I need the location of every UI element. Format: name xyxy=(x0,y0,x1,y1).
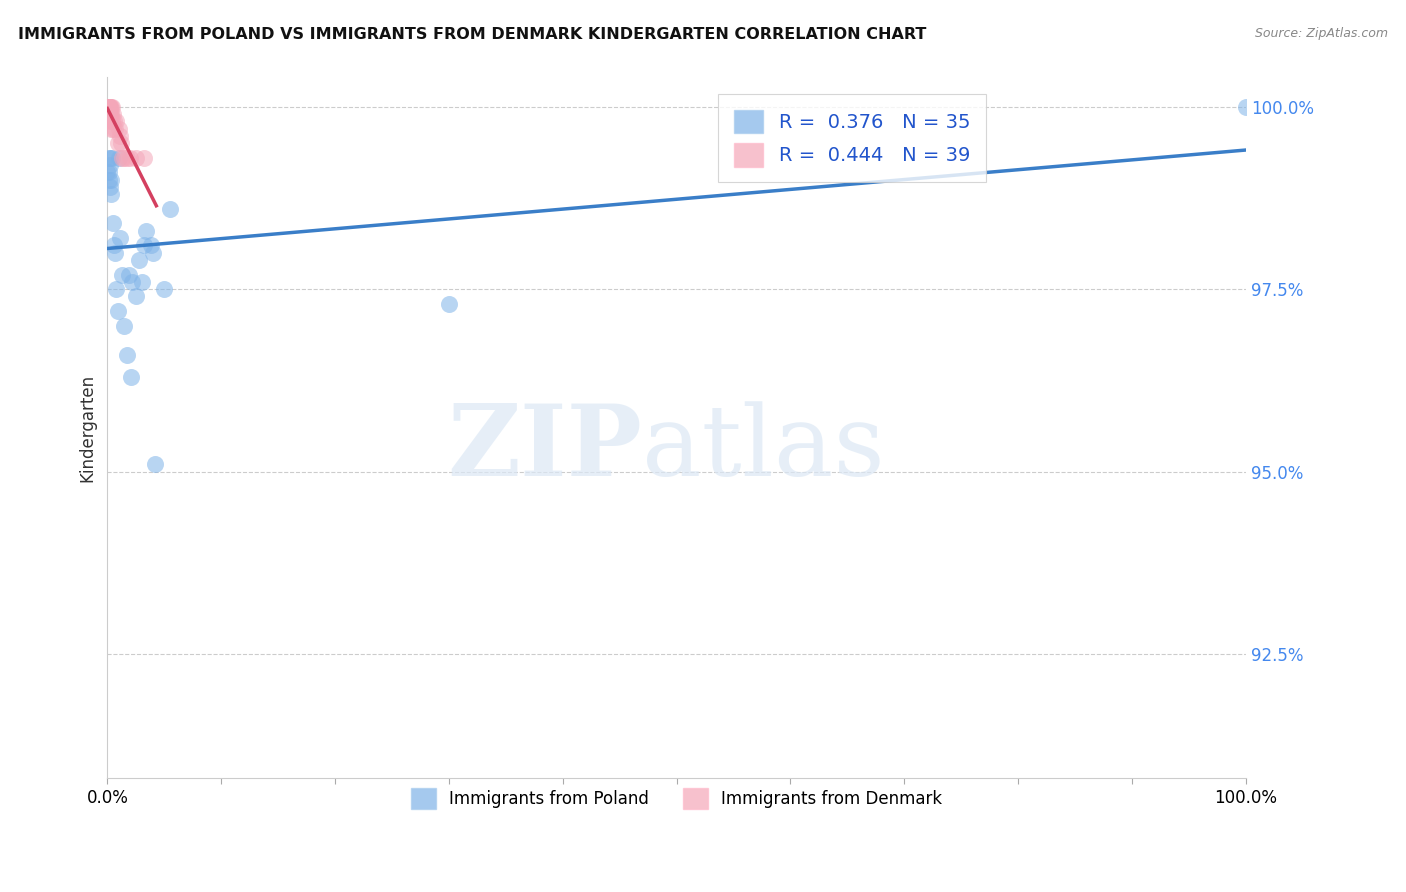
Text: ZIP: ZIP xyxy=(447,401,643,498)
Point xyxy=(105,282,128,296)
Point xyxy=(128,252,150,267)
Point xyxy=(97,100,120,114)
Point xyxy=(98,172,121,186)
Point xyxy=(96,100,118,114)
Point xyxy=(103,114,125,128)
Point xyxy=(120,369,142,384)
Point xyxy=(100,187,122,202)
Point xyxy=(97,151,120,165)
Point xyxy=(125,151,148,165)
Point xyxy=(120,151,142,165)
Point xyxy=(159,202,181,216)
Point xyxy=(101,151,124,165)
Point xyxy=(111,268,134,282)
Point xyxy=(96,100,118,114)
Point xyxy=(96,100,118,114)
Point xyxy=(107,121,129,136)
Point xyxy=(100,100,122,114)
Point xyxy=(98,100,121,114)
Point xyxy=(100,172,122,186)
Point xyxy=(135,224,157,238)
Point xyxy=(111,151,134,165)
Point xyxy=(97,165,120,179)
Point xyxy=(114,151,136,165)
Point xyxy=(125,289,148,303)
Text: atlas: atlas xyxy=(643,401,886,497)
Point xyxy=(98,107,121,121)
Point xyxy=(107,151,129,165)
Point xyxy=(139,238,162,252)
Point xyxy=(107,304,129,318)
Point xyxy=(131,275,153,289)
Point xyxy=(105,114,128,128)
Point xyxy=(101,121,124,136)
Point xyxy=(143,458,166,472)
Point xyxy=(101,216,124,230)
Text: Source: ZipAtlas.com: Source: ZipAtlas.com xyxy=(1254,27,1388,40)
Point xyxy=(437,297,460,311)
Point xyxy=(108,128,131,143)
Text: IMMIGRANTS FROM POLAND VS IMMIGRANTS FROM DENMARK KINDERGARTEN CORRELATION CHART: IMMIGRANTS FROM POLAND VS IMMIGRANTS FRO… xyxy=(18,27,927,42)
Point xyxy=(98,114,121,128)
Point xyxy=(103,238,125,252)
Point xyxy=(121,275,143,289)
Point xyxy=(132,151,155,165)
Point xyxy=(96,100,118,114)
Point xyxy=(104,245,127,260)
Point xyxy=(98,151,121,165)
Point xyxy=(98,158,121,172)
Point xyxy=(98,180,121,194)
Point xyxy=(104,121,127,136)
Point xyxy=(110,136,132,150)
Point xyxy=(114,318,136,333)
Point xyxy=(97,100,120,114)
Point xyxy=(115,151,138,165)
Point xyxy=(97,100,120,114)
Point xyxy=(97,100,120,114)
Point xyxy=(97,107,120,121)
Point xyxy=(142,245,165,260)
Point xyxy=(108,231,131,245)
Point xyxy=(132,238,155,252)
Point xyxy=(101,100,124,114)
Point xyxy=(96,165,118,179)
Point xyxy=(96,100,118,114)
Point xyxy=(115,348,138,362)
Point xyxy=(107,136,129,150)
Point xyxy=(97,100,120,114)
Point xyxy=(118,268,141,282)
Point xyxy=(96,100,118,114)
Point xyxy=(1234,100,1257,114)
Point xyxy=(100,121,122,136)
Point xyxy=(98,100,121,114)
Point xyxy=(96,100,118,114)
Point xyxy=(101,107,124,121)
Point xyxy=(100,107,122,121)
Point xyxy=(96,100,118,114)
Y-axis label: Kindergarten: Kindergarten xyxy=(79,374,96,482)
Point xyxy=(153,282,176,296)
Point xyxy=(96,100,118,114)
Point xyxy=(101,114,124,128)
Legend: Immigrants from Poland, Immigrants from Denmark: Immigrants from Poland, Immigrants from … xyxy=(405,781,949,815)
